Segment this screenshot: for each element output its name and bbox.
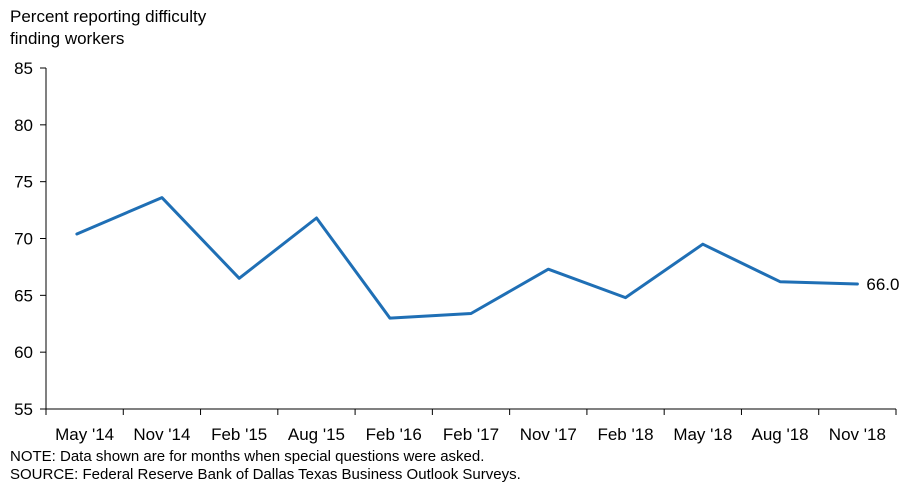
series-group: 66.0: [75, 196, 899, 320]
note-text: NOTE: Data shown are for months when spe…: [10, 448, 485, 465]
data-point: [547, 267, 550, 271]
data-point: [701, 242, 705, 246]
data-point: [778, 280, 782, 283]
x-axis: May '14 Nov '14 Feb '15 Aug '15 Feb '16 Feb '…: [45, 408, 897, 444]
chart-notes: NOTE: Data shown are for months when spe…: [10, 448, 521, 484]
data-point: [75, 232, 79, 236]
x-tick-label: Feb '16: [366, 425, 422, 444]
x-tick-label: May '14: [55, 425, 114, 444]
end-value-label: 66.0: [866, 275, 899, 294]
y-axis: 55 60 65 70 75 80 85: [14, 59, 47, 419]
source-text: SOURCE: Federal Reserve Bank of Dallas T…: [10, 466, 521, 483]
data-point: [469, 312, 473, 315]
y-tick-label: 70: [14, 230, 33, 249]
data-point: [160, 196, 164, 199]
x-tick-label: Feb '18: [597, 425, 653, 444]
y-tick-label: 80: [14, 116, 33, 135]
series-line: [75, 196, 859, 320]
data-point: [388, 316, 392, 320]
data-point: [856, 282, 859, 286]
y-axis-title-line-1: Percent reporting difficulty: [10, 7, 207, 26]
x-tick-label: Feb '17: [443, 425, 499, 444]
y-tick-label: 85: [14, 59, 33, 78]
data-point: [237, 277, 241, 280]
x-tick-label: Aug '18: [752, 425, 809, 444]
y-axis-title: Percent reporting difficulty finding wor…: [10, 6, 206, 50]
x-tick-label: Nov '14: [133, 425, 190, 444]
y-tick-label: 75: [14, 173, 33, 192]
data-point: [315, 216, 318, 220]
x-tick-label: Nov '17: [520, 425, 577, 444]
x-tick-label: Aug '15: [288, 425, 345, 444]
y-axis-title-line-2: finding workers: [10, 29, 125, 48]
x-tick-label: Nov '18: [829, 425, 886, 444]
y-tick-label: 60: [14, 343, 33, 362]
y-tick-label: 65: [14, 286, 33, 305]
x-tick-label: May '18: [673, 425, 732, 444]
y-tick-label: 55: [14, 400, 33, 419]
x-tick-label: Feb '15: [211, 425, 267, 444]
data-point: [624, 296, 627, 299]
